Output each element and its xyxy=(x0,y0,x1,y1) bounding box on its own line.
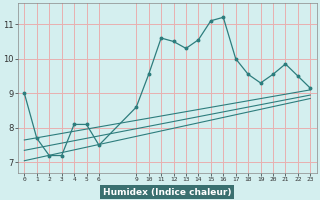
X-axis label: Humidex (Indice chaleur): Humidex (Indice chaleur) xyxy=(103,188,232,197)
